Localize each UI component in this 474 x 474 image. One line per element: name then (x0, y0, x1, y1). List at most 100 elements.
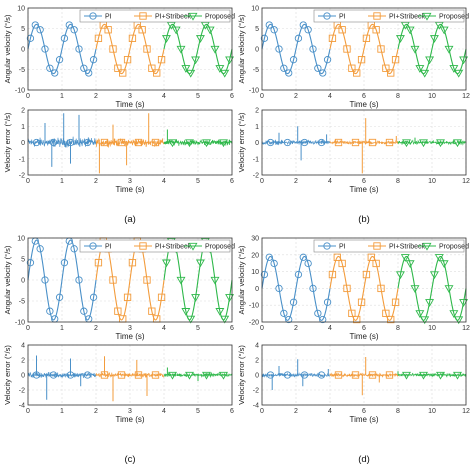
error-marker-pi_stribeck (100, 138, 109, 147)
series-marker-proposed (434, 254, 444, 262)
error-marker-proposed (402, 139, 411, 148)
legend-marker-proposed (422, 12, 432, 21)
error-marker-proposed (168, 371, 177, 380)
error-marker-proposed (219, 139, 228, 148)
error-marker-pi_stribeck (368, 138, 377, 147)
series-line-pi (27, 23, 97, 75)
error-xtick-label: 12 (462, 178, 470, 185)
error-xtick-label: 0 (26, 408, 30, 415)
velocity-xtick-label: 6 (230, 93, 234, 100)
legend-label: PI (105, 244, 112, 251)
error-xlabel: Time (s) (115, 185, 144, 194)
error-xtick-label: 2 (294, 408, 298, 415)
velocity-xtick-label: 6 (362, 325, 366, 332)
series-marker-proposed (405, 260, 415, 269)
series-marker-pi (260, 34, 269, 42)
error-marker-proposed (402, 371, 411, 380)
velocity-ytick-label: -10 (15, 88, 25, 95)
series-marker-pi (275, 45, 283, 53)
velocity-ylabel: Angular velocity (°/s) (237, 245, 246, 314)
series-marker-pi_stribeck (343, 45, 351, 53)
error-xlabel: Time (s) (349, 185, 378, 194)
series-marker-pi_stribeck (353, 315, 361, 324)
panel-caption: (a) (124, 214, 136, 225)
velocity-ytick-label: 10 (17, 236, 25, 243)
velocity-xtick-label: 12 (462, 93, 470, 100)
series-line-pi_stribeck (329, 23, 399, 75)
velocity-ytick-label: -20 (249, 320, 259, 327)
error-xlabel: Time (s) (349, 415, 378, 424)
error-xtick-label: 4 (162, 178, 166, 185)
series-marker-proposed (395, 271, 405, 280)
series-marker-pi_stribeck (128, 34, 137, 42)
series-marker-pi_stribeck (372, 259, 380, 268)
velocity-xtick-label: 2 (94, 325, 98, 332)
series-marker-proposed (439, 26, 449, 35)
error-marker-proposed (185, 139, 194, 148)
legend-marker-pi_stribeck (139, 242, 147, 250)
legend-marker-proposed (188, 12, 198, 21)
series-marker-pi_stribeck (128, 259, 137, 267)
error-ytick-label: -2 (19, 388, 25, 395)
error-marker-pi_stribeck (117, 138, 126, 147)
series-marker-pi_stribeck (348, 309, 356, 318)
series-marker-pi_stribeck (338, 259, 346, 268)
error-marker-pi (317, 371, 326, 379)
velocity-xtick-label: 6 (362, 93, 366, 100)
series-marker-proposed (161, 35, 171, 43)
series-marker-pi (294, 270, 303, 279)
series-marker-pi (314, 64, 322, 72)
velocity-xlabel: Time (s) (349, 100, 378, 109)
series-marker-proposed (176, 45, 186, 54)
error-marker-pi (300, 371, 309, 379)
velocity-ytick-label: 5 (255, 26, 259, 33)
legend-marker-pi (323, 12, 331, 20)
error-ytick-label: 0 (21, 373, 25, 380)
series-marker-proposed (191, 56, 201, 65)
error-xtick-label: 4 (328, 408, 332, 415)
series-marker-pi_stribeck (94, 259, 103, 267)
series-marker-pi (55, 56, 64, 64)
series-marker-pi (89, 56, 98, 64)
error-marker-pi (32, 138, 41, 147)
velocity-xlabel: Time (s) (115, 100, 144, 109)
error-marker-pi_stribeck (100, 371, 109, 379)
legend-marker-pi (323, 242, 331, 250)
error-xtick-label: 6 (362, 178, 366, 185)
error-ytick-label: -1 (19, 156, 25, 163)
series-marker-pi_stribeck (377, 284, 385, 293)
error-marker-pi_stribeck (334, 138, 343, 147)
velocity-xtick-label: 6 (230, 325, 234, 332)
error-marker-pi_stribeck (351, 138, 360, 147)
series-line-pi_stribeck (95, 23, 165, 75)
velocity-ytick-label: -10 (249, 88, 259, 95)
series-marker-pi_stribeck (119, 69, 127, 77)
series-marker-pi (46, 64, 54, 72)
series-marker-proposed (176, 276, 186, 285)
series-marker-pi_stribeck (333, 253, 341, 261)
velocity-ytick-label: 30 (251, 236, 259, 243)
velocity-xtick-label: 0 (26, 325, 30, 332)
series-marker-pi (70, 26, 78, 34)
error-ytick-label: 1 (255, 124, 259, 131)
panel-caption: (b) (358, 214, 370, 225)
series-marker-proposed (415, 65, 425, 73)
series-marker-pi (285, 315, 293, 324)
series-marker-proposed (220, 69, 230, 78)
series-marker-proposed (434, 21, 444, 30)
velocity-xtick-label: 10 (428, 325, 436, 332)
series-marker-proposed (454, 69, 464, 78)
series-marker-pi (319, 69, 327, 77)
error-xtick-label: 1 (60, 178, 64, 185)
series-marker-pi (323, 298, 332, 306)
series-marker-pi (319, 315, 327, 324)
series-marker-pi (51, 69, 59, 77)
series-marker-pi_stribeck (367, 253, 375, 261)
error-trace-proposed (397, 372, 467, 378)
series-marker-pi_stribeck (138, 26, 146, 34)
series-marker-pi_stribeck (148, 307, 156, 315)
series-marker-pi_stribeck (362, 270, 371, 279)
